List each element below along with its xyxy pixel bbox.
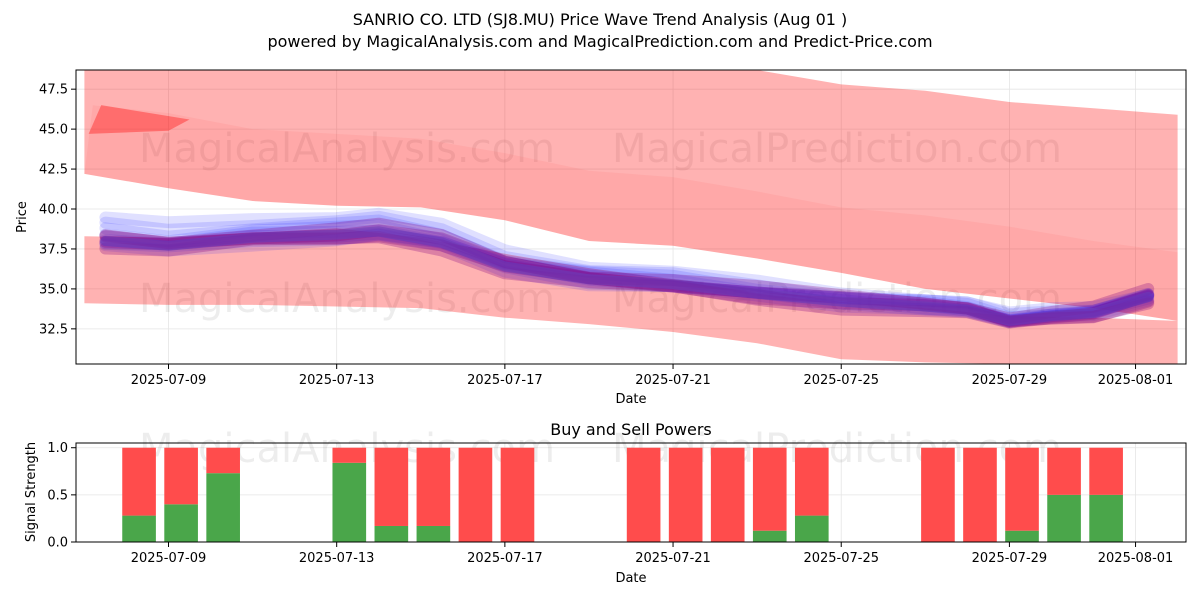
watermark: MagicalPrediction.com: [612, 126, 1062, 172]
price-y-tick-label: 42.5: [39, 163, 68, 178]
price-x-tick-label: 2025-07-13: [299, 373, 375, 388]
signal-x-tick-label: 2025-07-21: [635, 551, 711, 566]
sell-bar: [458, 447, 493, 542]
signal-plot-frame: [75, 442, 1187, 543]
buy-bar: [794, 515, 829, 542]
price-y-tick-label: 40.0: [39, 203, 68, 218]
signal-x-label: Date: [615, 571, 646, 586]
buy-bar: [332, 462, 367, 542]
price-x-tick-label: 2025-07-17: [467, 373, 543, 388]
middle-band-start: [88, 105, 190, 134]
buy-bar: [164, 504, 198, 542]
price-x-label: Date: [615, 392, 646, 407]
middle-band: [84, 105, 1178, 321]
upper-band: [84, 70, 1178, 321]
price-y-tick-label: 45.0: [39, 123, 68, 138]
price-y-tick-label: 37.5: [39, 242, 68, 257]
price-x-tick-label: 2025-07-29: [972, 373, 1048, 388]
wave-line-main: [100, 226, 1154, 326]
chart-title-line1: SANRIO CO. LTD (SJ8.MU) Price Wave Trend…: [353, 10, 848, 29]
sell-bar: [752, 447, 787, 531]
signal-x-tick-label: 2025-07-29: [972, 551, 1048, 566]
price-plot-frame: [75, 69, 1187, 365]
signal-x-tick-label: 2025-07-25: [803, 551, 879, 566]
signal-y-tick-label: 0.5: [47, 488, 68, 503]
price-x-tick-label: 2025-08-01: [1098, 373, 1174, 388]
sell-bar: [416, 447, 451, 526]
lower-band: [84, 228, 1178, 364]
sell-bar: [921, 447, 955, 542]
price-y-tick-label: 32.5: [39, 322, 68, 337]
price-x-tick-label: 2025-07-25: [803, 373, 879, 388]
signal-y-ticks: 0.0 0.5 1.0: [47, 441, 76, 551]
sell-bar: [122, 447, 156, 516]
wave-line-blue: [99, 207, 1155, 319]
buy-bar: [416, 525, 451, 542]
signal-x-tick-label: 2025-07-13: [299, 551, 375, 566]
price-y-tick-label: 47.5: [39, 83, 68, 98]
sell-bar: [374, 447, 409, 526]
price-y-label: Price: [15, 201, 30, 233]
price-waves: [99, 207, 1155, 329]
sell-bar: [794, 447, 829, 516]
signal-x-tick-label: 2025-08-01: [1098, 551, 1174, 566]
signal-y-tick-label: 0.0: [47, 536, 68, 551]
sell-bar: [710, 447, 745, 542]
sell-bar: [668, 447, 703, 542]
sell-bar: [1089, 447, 1123, 495]
signal-title: Buy and Sell Powers: [550, 420, 712, 439]
price-y-tick-label: 35.0: [39, 282, 68, 297]
buy-bar: [206, 473, 240, 542]
price-x-tick-label: 2025-07-09: [131, 373, 207, 388]
sell-bar: [626, 447, 661, 542]
price-bands: [84, 70, 1178, 364]
buy-bar: [1005, 530, 1039, 542]
sell-bar: [1005, 447, 1039, 531]
signal-x-ticks: 2025-07-09 2025-07-13 2025-07-17 2025-07-21…: [131, 542, 1174, 566]
signal-bars: [122, 447, 1123, 542]
chart-title-line2: powered by MagicalAnalysis.com and Magic…: [267, 32, 932, 51]
watermark: MagicalAnalysis.com: [139, 276, 555, 322]
price-grid: [76, 70, 1186, 364]
sell-bar: [1047, 447, 1081, 495]
buy-bar: [752, 530, 787, 542]
sell-bar: [206, 447, 240, 474]
price-y-ticks: 32.5 35.0 37.5 40.0 42.5 45.0 47.5: [39, 83, 76, 337]
signal-y-tick-label: 1.0: [47, 441, 68, 456]
price-panel: MagicalAnalysis.com MagicalPrediction.com…: [15, 69, 1187, 407]
sell-bar: [332, 447, 367, 463]
buy-bar: [1047, 494, 1081, 542]
price-x-ticks: 2025-07-09 2025-07-13 2025-07-17 2025-07-21…: [131, 364, 1174, 388]
price-x-tick-label: 2025-07-21: [635, 373, 711, 388]
signal-x-tick-label: 2025-07-09: [131, 551, 207, 566]
signal-panel: Buy and Sell Powers MagicalAnalysis.comM…: [24, 420, 1187, 586]
watermark: MagicalAnalysis.com: [139, 126, 555, 172]
buy-bar: [1089, 494, 1123, 542]
buy-bar: [122, 515, 156, 542]
signal-y-label: Signal Strength: [24, 442, 39, 542]
buy-bar: [374, 525, 409, 542]
sell-bar: [164, 447, 198, 505]
sell-bar: [963, 447, 997, 542]
signal-x-tick-label: 2025-07-17: [467, 551, 543, 566]
wave-line-blue: [99, 210, 1155, 321]
sell-bar: [500, 447, 535, 542]
